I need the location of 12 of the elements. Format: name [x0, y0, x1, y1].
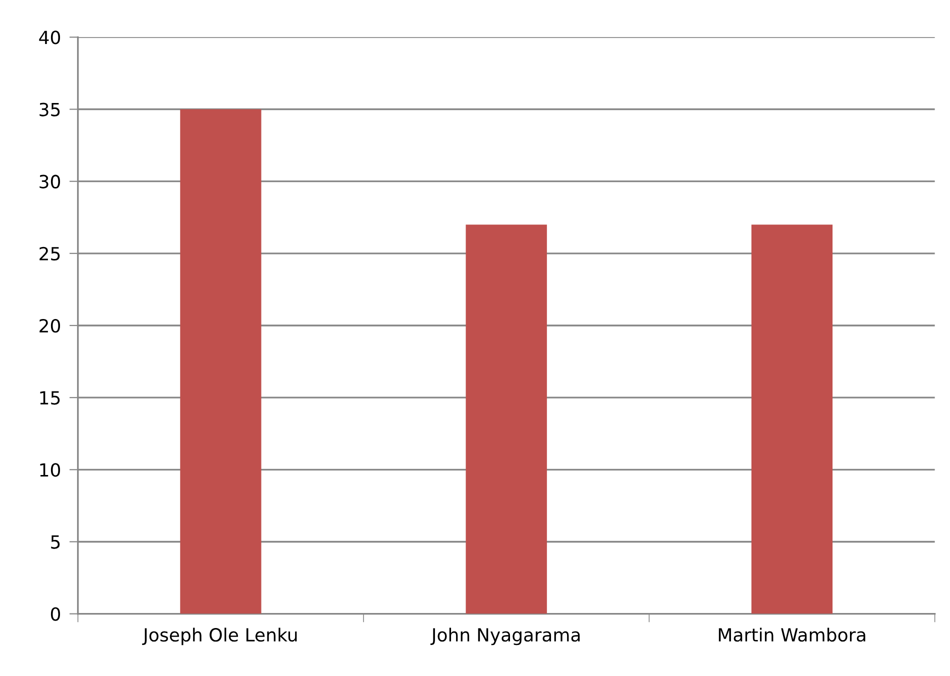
- y-tick-label: 25: [40, 246, 60, 261]
- y-tick-label: 5: [51, 535, 60, 549]
- x-tick-label: Martin Wambora: [718, 628, 866, 642]
- y-tick-label: 10: [40, 463, 60, 477]
- y-tick-label: 20: [40, 318, 60, 333]
- y-tick-label: 0: [50, 607, 60, 621]
- y-tick-label: 35: [40, 102, 60, 116]
- x-tick-label: John Nyagarama: [430, 628, 580, 646]
- y-tick-label: 40: [39, 30, 60, 44]
- y-tick-label: 15: [40, 391, 60, 405]
- x-tick-label: Joseph Ole Lenku: [142, 628, 297, 646]
- y-tick-label: 30: [40, 174, 60, 188]
